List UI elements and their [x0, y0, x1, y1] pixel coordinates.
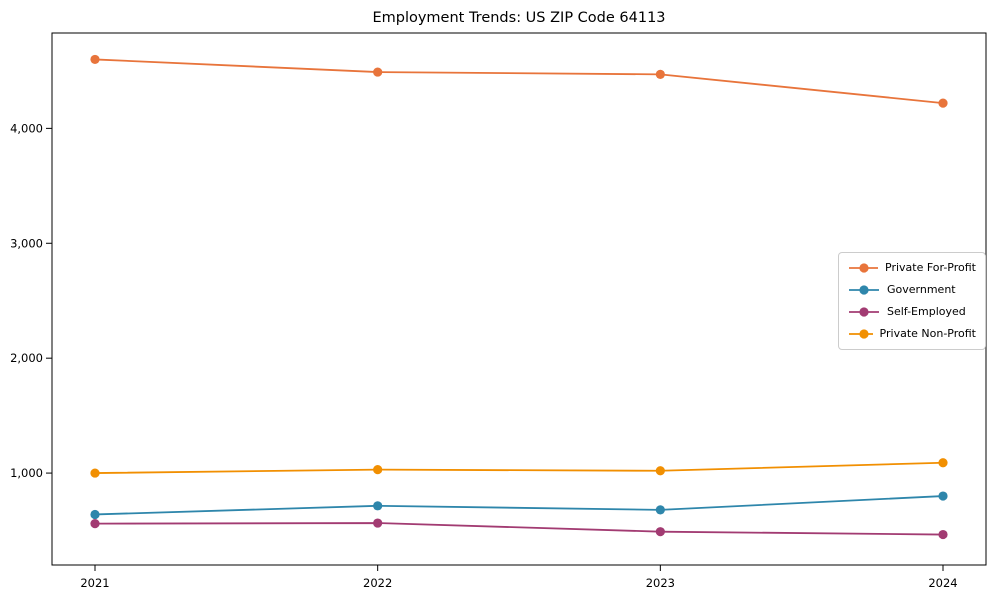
data-point — [373, 518, 383, 528]
data-point — [90, 468, 100, 478]
legend-label: Private Non-Profit — [879, 327, 976, 340]
data-point — [938, 491, 948, 501]
data-point — [938, 98, 948, 108]
series-line — [94, 461, 944, 474]
series-group — [90, 54, 948, 540]
series-line — [94, 522, 944, 536]
legend: Private For-Profit Government Self-Employe… — [838, 252, 986, 350]
x-tick-label: 2023 — [646, 576, 675, 590]
legend-item: Private Non-Profit — [848, 326, 976, 341]
y-tick-label: 4,000 — [10, 121, 43, 135]
legend-label: Private For-Profit — [885, 261, 976, 274]
legend-label: Government — [887, 283, 956, 296]
data-point — [938, 458, 948, 468]
data-point — [90, 519, 100, 529]
legend-swatch — [849, 262, 878, 273]
legend-item: Self-Employed — [848, 304, 976, 319]
y-tick-label: 2,000 — [10, 351, 43, 365]
legend-item: Government — [848, 282, 976, 297]
y-tick-label: 3,000 — [10, 236, 43, 250]
plot-frame — [51, 32, 987, 566]
legend-marker-icon — [859, 284, 869, 295]
legend-marker-icon — [859, 306, 869, 317]
x-tick-label: 2021 — [80, 576, 109, 590]
x-tick-label: 2024 — [928, 576, 957, 590]
data-point — [373, 501, 383, 511]
data-point — [373, 465, 383, 475]
data-point — [373, 67, 383, 77]
legend-swatch — [849, 328, 873, 339]
axes: 1,000 2,000 3,000 4,000 2021 2022 2023 2024 — [10, 32, 987, 590]
legend-marker-icon — [859, 262, 869, 273]
data-point — [655, 527, 665, 537]
data-point — [655, 505, 665, 515]
series-line — [94, 495, 944, 516]
chart-title: Employment Trends: US ZIP Code 64113 — [372, 10, 665, 26]
legend-marker-icon — [859, 328, 869, 339]
legend-swatch — [849, 284, 879, 295]
x-tick-label: 2022 — [363, 576, 392, 590]
legend-item: Private For-Profit — [848, 260, 976, 275]
legend-label: Self-Employed — [887, 305, 966, 318]
legend-swatch — [849, 306, 879, 317]
data-point — [90, 54, 100, 65]
y-tick-label: 1,000 — [10, 466, 43, 480]
data-point — [655, 466, 665, 476]
data-point — [655, 69, 665, 79]
data-point — [938, 529, 948, 540]
data-point — [90, 509, 100, 520]
series-line — [94, 58, 944, 104]
